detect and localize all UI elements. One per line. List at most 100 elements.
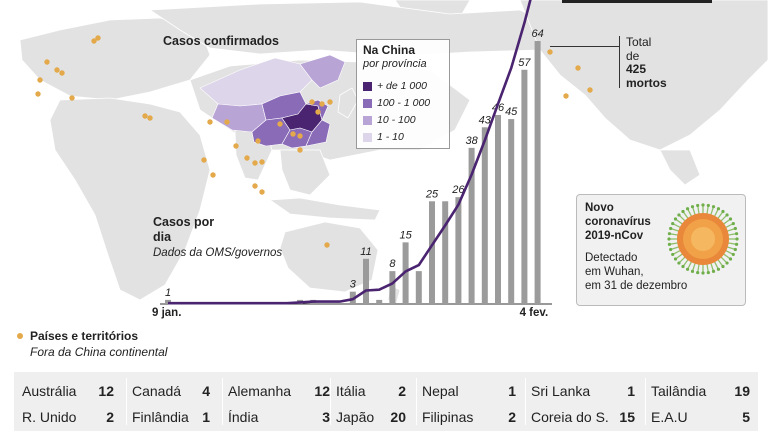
virus-spike-tip [690,205,695,209]
country-count: 12 [98,383,114,399]
bar [481,127,488,304]
country-count: 4 [202,383,210,399]
bar-data-label: 26 [451,184,465,196]
table-separator [126,378,127,425]
daily-cases-title-line2: dia [153,230,172,244]
deaths-line2: de [626,48,640,63]
country-dot [259,189,265,195]
country-count: 3 [322,409,330,425]
bar [521,69,528,304]
seasia-shape [279,149,331,196]
virus-spike-tip [685,207,690,211]
bar [455,197,462,304]
country-dot [233,143,239,149]
china-legend: Na China por província + de 1 000 100 - 1… [356,39,450,149]
country-name: Nepal [422,383,459,399]
central-america-shape [659,149,701,186]
table-separator [416,378,417,425]
virus-spike-tip [706,270,710,275]
deaths-line4: mortos [626,75,667,90]
country-count: 19 [734,383,750,399]
country-dot [259,159,265,165]
africa-shape [49,97,211,301]
virus-desc-line3: em 31 de dezembro [585,280,688,292]
legend-label: 1 - 10 [377,131,404,143]
country-dots [35,35,593,248]
country-count: 20 [390,409,406,425]
daily-cases-title: Casos por dia [153,215,214,245]
table-separator [525,378,526,425]
country-count: 2 [508,409,516,425]
country-name: Índia [228,409,259,425]
virus-description: Detectado em Wuhan, em 31 de dezembro [585,251,687,293]
bar [402,242,409,304]
bar [363,258,369,304]
country-name: Austrália [22,383,77,399]
bar [468,147,475,304]
legend-swatch [363,133,372,142]
australia-shape [279,221,379,293]
countries-legend-subtitle: Fora da China continental [30,345,168,359]
country-name: Finlândia [132,409,189,425]
country-name: Itália [336,383,366,399]
country-dot [324,242,330,248]
country-count: 5 [742,409,750,425]
virus-spike-tip [667,237,671,241]
virus-info-box: Novo coronavírus 2019-nCov Detectado em … [576,194,746,306]
virus-spike-tip [681,209,685,214]
bar [442,201,449,304]
virus-spike-tip [725,261,729,265]
country-dot [290,131,296,137]
virus-spike-tip [696,203,700,208]
country-name: Alemanha [228,383,292,399]
bar-data-label: 45 [505,106,518,118]
virus-spike-tip [716,207,721,211]
legend-swatch [363,116,372,125]
country-dot [297,147,303,153]
china-legend-title: Na China [363,43,416,57]
country-name: E.A.U [651,409,688,425]
country-dot [277,121,283,127]
country-count: 2 [398,383,406,399]
virus-spike-tip [701,271,705,275]
bar-data-label: 43 [479,114,492,126]
virus-spike-tip [731,252,735,257]
bar-data-label: 57 [518,57,531,69]
virus-spike-tip [731,221,735,226]
country-count: 2 [106,409,114,425]
country-dot [575,65,581,71]
daily-cases-source: Dados da OMS/governos [153,247,283,259]
bar-data-label: 38 [465,135,478,147]
virus-spike-tip [733,247,737,252]
legend-label: + de 1 000 [377,80,427,92]
country-dot [95,35,101,41]
country-dot [59,70,65,76]
table-separator [222,378,223,425]
virus-spike-tip [681,264,685,269]
virus-spike-tip [716,267,721,271]
country-dot [327,99,333,105]
virus-title: Novo coronavírus 2019-nCov [585,201,651,243]
country-dot [563,93,569,99]
bar [495,114,501,304]
legend-label: 100 - 1 000 [377,97,431,109]
country-dot [252,160,258,166]
x-end-label: 4 fev. [520,307,549,319]
country-count: 1 [508,383,516,399]
deaths-curve [168,0,532,305]
virus-spike-tip [696,270,700,275]
virus-title-line3: 2019-nCov [585,230,644,242]
virus-spike-tip [728,257,733,261]
virus-spike-tip [735,237,739,241]
deaths-leader-line [550,46,619,47]
country-name: Tailândia [651,383,707,399]
russia-shape [148,1,561,57]
bar-data-label: 15 [399,229,412,241]
virus-spike-tip [673,257,678,261]
virus-spike-tip [721,209,725,214]
country-count: 12 [314,383,330,399]
virus-spike-tip [671,252,675,257]
deaths-number: 425 [626,62,647,76]
bar [508,119,515,304]
countries-table: Austrália 12 R. Unido 2 Canadá 4 Finlândia 1 Ale… [14,372,758,431]
